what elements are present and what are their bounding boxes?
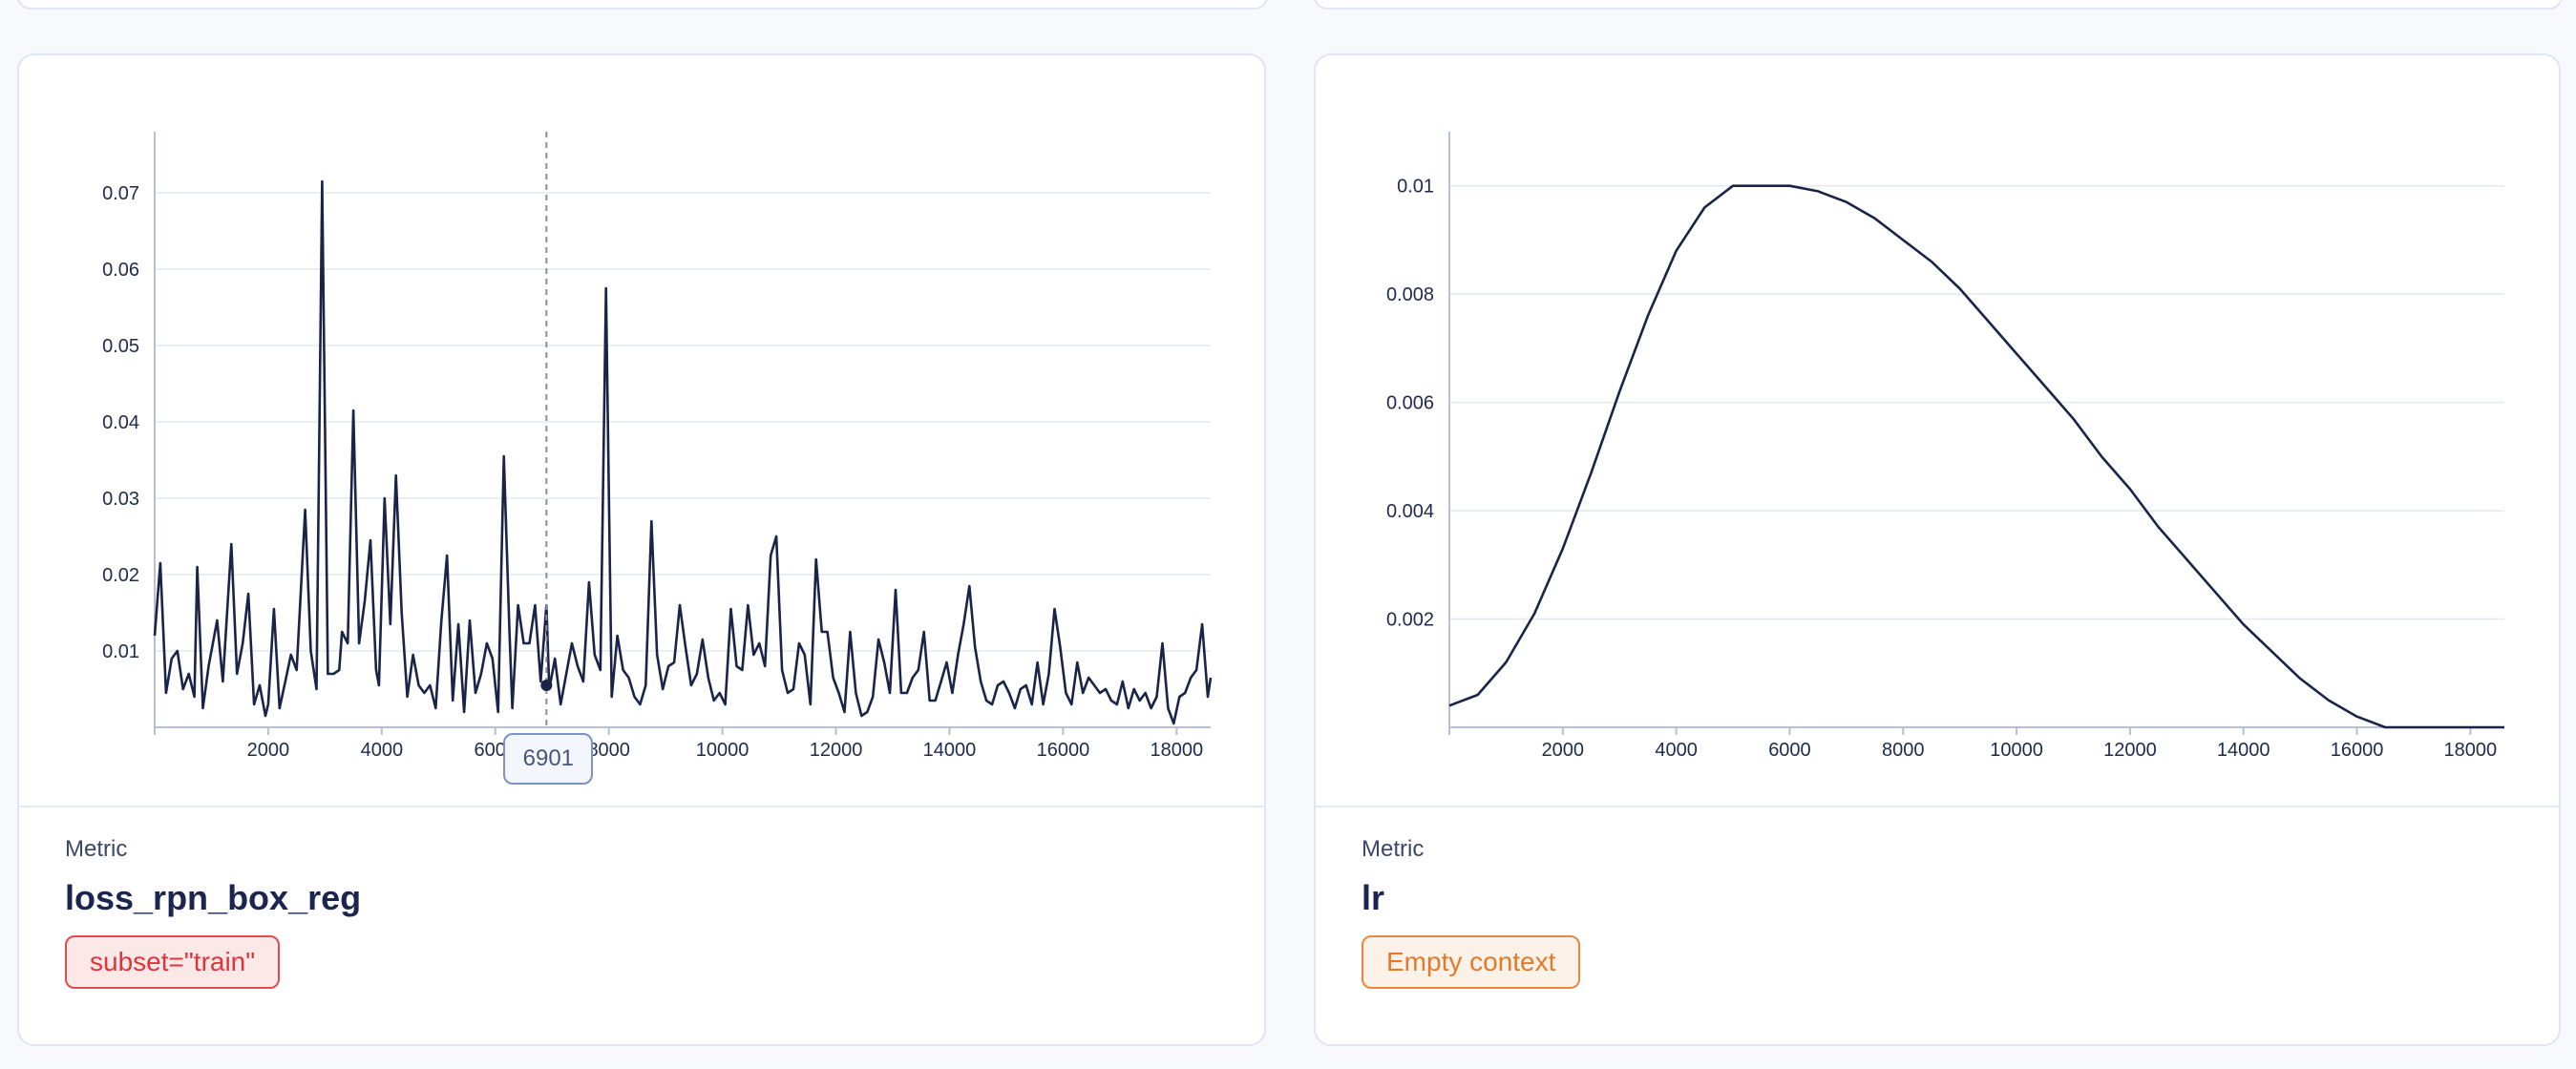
x-tick-label: 18000 [1151,740,1204,761]
card-stub-right [1314,0,2563,10]
card-divider [1316,806,2559,807]
chart-svg: 0.002 0.004 0.006 0.008 0.01 2000 4000 6000 8000… [1386,132,2504,761]
series-line [153,179,1213,725]
y-tick-label: 0.06 [102,260,139,281]
x-tick-label: 14000 [2217,740,2270,761]
x-tick-label: 16000 [2331,740,2384,761]
y-tick-label: 0.01 [1397,177,1434,198]
y-tick-label: 0.05 [102,336,139,357]
y-tick-label: 0.03 [102,489,139,510]
hover-point [540,680,553,691]
x-tick-label: 4000 [361,740,404,761]
x-tick-label: 12000 [2103,740,2157,761]
y-tick-label: 0.07 [102,183,139,204]
metric-label: Metric [1362,836,1425,862]
x-tick-label: 2000 [247,740,290,761]
y-tick-label: 0.04 [102,412,139,433]
line-chart[interactable]: 0.01 0.02 0.03 0.04 0.05 0.06 0.07 2000 4000 6000… [19,55,1264,807]
hover-x-tooltip: 6901 [503,733,594,785]
x-tick-label: 10000 [696,740,750,761]
series-line [1448,184,2504,729]
metric-info: Metric lr Empty context [1362,836,1581,989]
x-tick-label: 4000 [1655,740,1698,761]
y-tick-label: 0.008 [1386,284,1434,305]
y-tick-label: 0.004 [1386,501,1434,522]
metric-label: Metric [65,836,128,862]
x-tick-label: 12000 [810,740,863,761]
x-tick-label: 14000 [923,740,977,761]
x-tick-label: 6000 [1768,740,1811,761]
card-divider [19,806,1264,807]
context-badge[interactable]: subset="train" [65,935,281,989]
x-tick-label: 18000 [2444,740,2498,761]
context-badge[interactable]: Empty context [1362,935,1581,989]
metric-card-lr[interactable]: 0.002 0.004 0.006 0.008 0.01 2000 4000 6000 8000… [1314,53,2561,1046]
x-tick-label: 10000 [1990,740,2043,761]
x-tick-label: 16000 [1037,740,1090,761]
y-tick-label: 0.01 [102,641,139,662]
card-stub-left [17,0,1268,10]
metric-card-loss-rpn-box-reg[interactable]: 0.01 0.02 0.03 0.04 0.05 0.06 0.07 2000 4000 6000… [17,53,1266,1046]
x-tick-label: 8000 [1882,740,1925,761]
metric-name[interactable]: lr [1362,878,1385,917]
line-chart[interactable]: 0.002 0.004 0.006 0.008 0.01 2000 4000 6000 8000… [1316,55,2559,807]
x-tick-label: 8000 [587,740,630,761]
x-tick-label: 2000 [1542,740,1585,761]
y-tick-label: 0.006 [1386,393,1434,414]
y-tick-label: 0.02 [102,565,139,586]
y-tick-label: 0.002 [1386,610,1434,631]
metric-name[interactable]: loss_rpn_box_reg [65,878,362,917]
metric-info: Metric loss_rpn_box_reg subset="train" [65,836,361,989]
